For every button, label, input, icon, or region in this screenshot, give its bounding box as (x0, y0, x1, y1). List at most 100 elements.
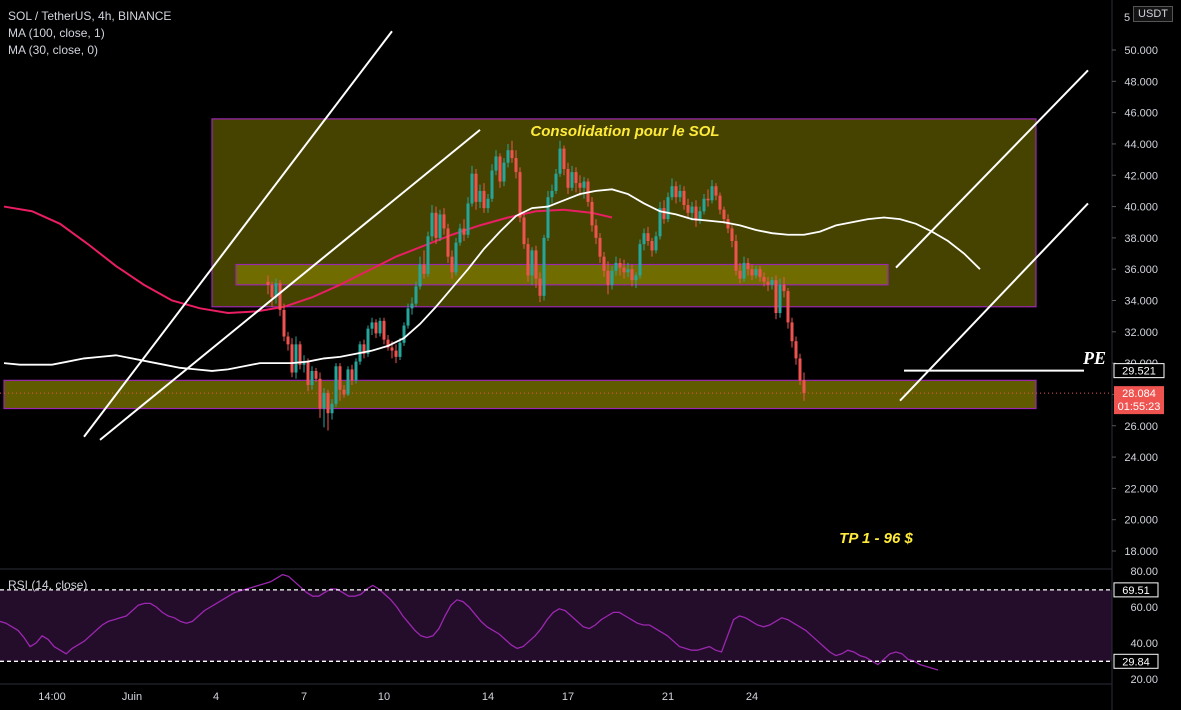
candle-bull (654, 236, 658, 251)
price-tick-label: 36.000 (1124, 264, 1158, 276)
candle-bear (786, 291, 790, 323)
candle-bull (310, 370, 314, 386)
candle-bull (366, 328, 370, 354)
candle-bear (758, 269, 762, 278)
candle-bear (394, 350, 398, 357)
price-tick-label: 44.000 (1124, 139, 1158, 151)
price-tick-label: 20.000 (1124, 515, 1158, 527)
candle-bear (650, 241, 654, 251)
last-price-tag: 28.084 (1122, 388, 1156, 400)
price-tick-label: 18.000 (1124, 546, 1158, 558)
time-tick-label: Juin (122, 691, 142, 703)
consolidation-label: Consolidation pour le SOL (530, 123, 719, 140)
candle-bear (526, 244, 530, 276)
trend-line[interactable] (99, 129, 481, 441)
candle-bear (350, 369, 354, 381)
candle-bear (714, 186, 718, 196)
candle-bull (322, 392, 326, 409)
candle-bear (522, 217, 526, 245)
candle-bull (418, 264, 422, 287)
candle-bull (530, 250, 534, 276)
candle-bear (718, 195, 722, 210)
candle-bull (670, 186, 674, 198)
candle-bear (510, 150, 514, 159)
candle-bear (338, 366, 342, 390)
candle-bull (410, 303, 414, 309)
price-tick-label: 48.000 (1124, 76, 1158, 88)
candle-bull (542, 237, 546, 296)
candle-bull (698, 211, 702, 221)
price-tick-label: 22.000 (1124, 483, 1158, 495)
candle-bull (438, 214, 442, 238)
consolidation-zone (3, 379, 1037, 410)
candle-bull (346, 369, 350, 395)
candle-bull (582, 181, 586, 188)
candle-bear (734, 241, 738, 271)
trend-line[interactable] (899, 202, 1089, 402)
time-tick-label: 24 (746, 691, 758, 703)
candle-bull (702, 198, 706, 212)
price-tick-label: 40.000 (1124, 202, 1158, 214)
price-tick-label: 50.000 (1124, 45, 1158, 57)
rsi-legend: RSI (14, close) (8, 578, 88, 592)
rsi-tick-label: 60.00 (1130, 602, 1158, 614)
tp-label: TP 1 - 96 $ (839, 530, 913, 547)
candle-bear (646, 233, 650, 242)
candle-bear (306, 361, 310, 386)
candle-bear (534, 250, 538, 279)
candle-bear (798, 358, 802, 381)
price-tick-top: 5 (1124, 12, 1130, 24)
candle-bear (590, 201, 594, 226)
candle-bear (578, 183, 582, 188)
candle-bear (282, 309, 286, 337)
chart-legend: SOL / TetherUS, 4h, BINANCE MA (100, clo… (8, 8, 171, 59)
candle-bull (414, 286, 418, 304)
candle-bull (470, 173, 474, 204)
candle-bull (570, 172, 574, 188)
candle-bear (622, 267, 626, 273)
candle-bear (762, 277, 766, 282)
time-tick-label: 4 (213, 691, 219, 703)
candle-bear (774, 280, 778, 314)
trend-line[interactable] (83, 30, 393, 438)
candle-bull (634, 275, 638, 281)
candle-bull (330, 403, 334, 414)
price-tick-label: 24.000 (1124, 452, 1158, 464)
candle-bull (614, 262, 618, 271)
candle-bear (434, 212, 438, 238)
countdown-tag: 01:55:23 (1118, 401, 1161, 413)
candle-bear (694, 206, 698, 221)
candle-bear (270, 284, 274, 298)
ma30-line (3, 188, 981, 372)
trend-line[interactable] (895, 69, 1089, 269)
candle-bear (474, 173, 478, 202)
candle-bear (606, 270, 610, 285)
candle-bear (382, 320, 386, 340)
candle-bull (302, 361, 306, 365)
candle-bull (502, 162, 506, 182)
candle-bull (742, 262, 746, 279)
candle-bull (770, 280, 774, 285)
candle-bull (642, 233, 646, 245)
candle-bull (710, 186, 714, 201)
candle-bull (402, 325, 406, 343)
price-tick-label: 46.000 (1124, 108, 1158, 120)
time-tick-label: 14 (482, 691, 494, 703)
price-tick-label: 38.000 (1124, 233, 1158, 245)
candle-bull (430, 212, 434, 237)
candle-bear (314, 370, 318, 379)
ma100-label: MA (100, close, 1) (8, 26, 105, 40)
candle-bear (482, 190, 486, 209)
candle-bull (334, 366, 338, 404)
candle-bull (494, 156, 498, 171)
price-tick-label: 32.000 (1124, 327, 1158, 339)
candle-bear (386, 339, 390, 348)
time-tick-label: 7 (301, 691, 307, 703)
candle-bear (326, 392, 330, 414)
currency-button[interactable]: USDT (1133, 6, 1173, 22)
price-tick-label: 34.000 (1124, 296, 1158, 308)
candle-bull (558, 148, 562, 174)
price-tick-label: 42.000 (1124, 170, 1158, 182)
candle-bear (738, 270, 742, 279)
